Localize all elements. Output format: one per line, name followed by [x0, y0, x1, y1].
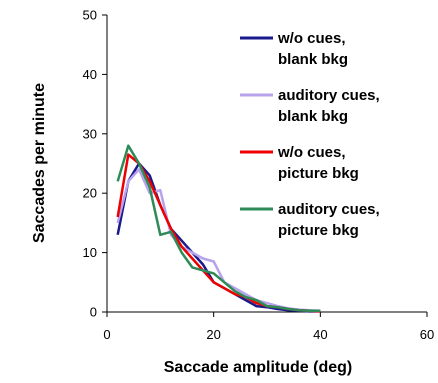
- legend-label-3: w/o cues,: [277, 144, 346, 161]
- x-tick-label: 60: [420, 327, 434, 342]
- y-axis-title: Saccades per minute: [31, 83, 48, 243]
- legend-label-1: w/o cues,: [277, 30, 346, 47]
- x-axis-title: Saccade amplitude (deg): [164, 359, 353, 376]
- x-tick-label: 20: [206, 327, 220, 342]
- x-tick-label: 40: [313, 327, 327, 342]
- axes: 0 10 20 30 40 50 0 20 40 60: [83, 8, 435, 343]
- legend-label-2: blank bkg: [278, 108, 348, 125]
- series-line-2: [116, 168, 321, 313]
- legend-label-3: picture bkg: [278, 165, 359, 182]
- y-tick-label: 0: [90, 305, 97, 320]
- y-tick-label: 10: [83, 245, 97, 260]
- legend-label-1: blank bkg: [278, 51, 348, 68]
- legend: w/o cues, blank bkg auditory cues, blank bk…: [240, 30, 380, 239]
- legend-label-4: auditory cues,: [278, 201, 380, 218]
- x-tick-label: 0: [103, 327, 110, 342]
- series-line-4: [116, 144, 321, 313]
- y-tick-label: 20: [83, 186, 97, 201]
- series-lines: [116, 144, 321, 313]
- y-tick-label: 50: [83, 8, 97, 23]
- legend-label-2: auditory cues,: [278, 87, 380, 104]
- legend-label-4: picture bkg: [278, 222, 359, 239]
- y-tick-label: 30: [83, 126, 97, 141]
- y-tick-label: 40: [83, 67, 97, 82]
